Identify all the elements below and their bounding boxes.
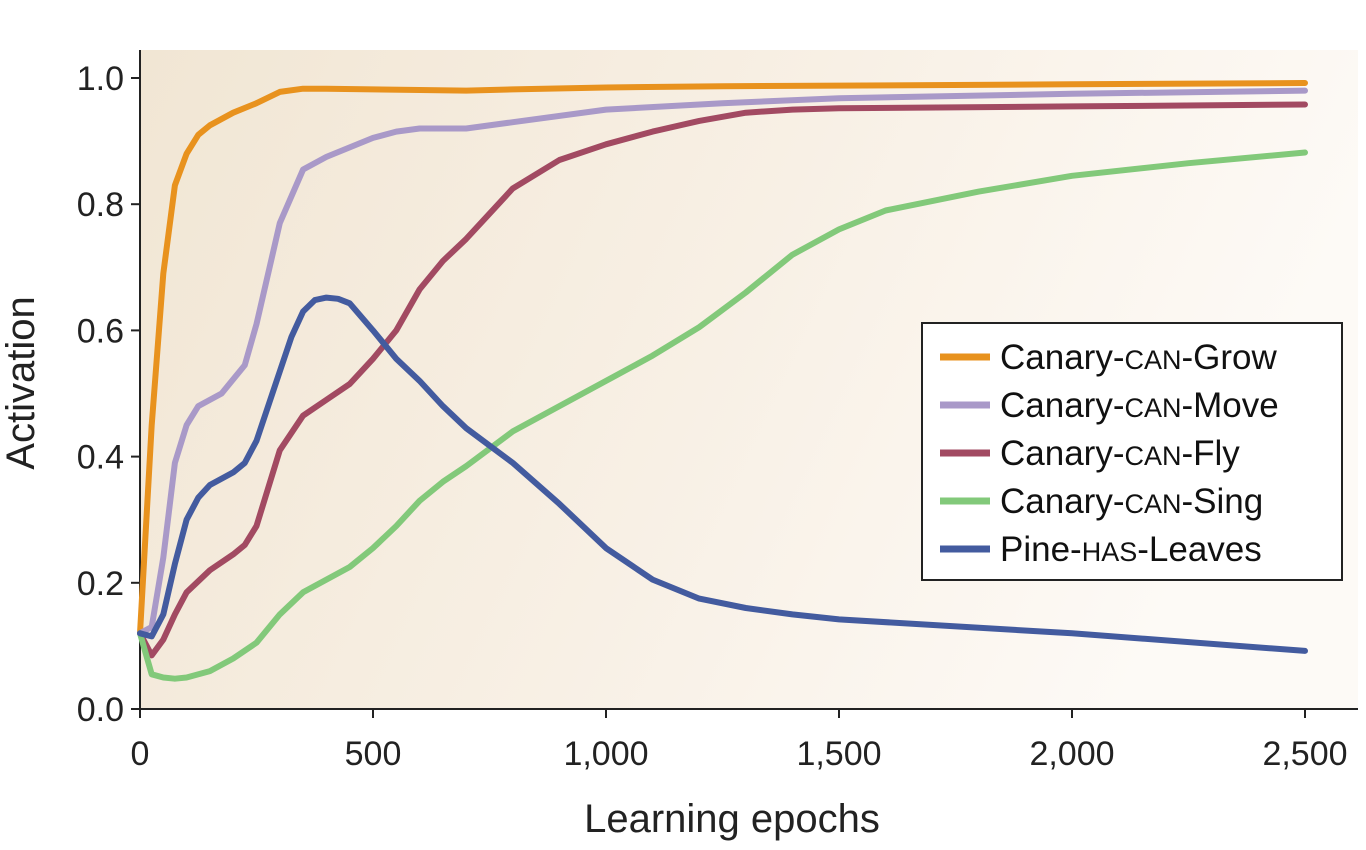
y-tick-label: 0.2 (77, 565, 124, 603)
x-tick-label: 500 (345, 735, 402, 773)
y-tick-label: 0.6 (77, 312, 124, 350)
x-axis-title: Learning epochs (584, 797, 880, 841)
legend: Canary-CAN-Grow Canary-CAN-Move Canary-CAN… (921, 322, 1343, 581)
series-line-canary-can-grow (137, 80, 1308, 637)
y-tick-label: 0.8 (77, 186, 124, 224)
y-tick-label: 0.0 (77, 691, 124, 729)
series-line-canary-can-move (137, 87, 1308, 637)
legend-label: Canary-CAN-Sing (1000, 482, 1263, 521)
legend-label: Canary-CAN-Fly (1000, 434, 1240, 473)
legend-label: Canary-CAN-Move (1000, 386, 1279, 425)
y-axis-title: Activation (0, 296, 43, 469)
x-tick-label: 2,000 (1029, 735, 1114, 773)
series-line-canary-can-fly (137, 101, 1308, 659)
x-tick-label: 1,000 (563, 735, 648, 773)
series-lines (137, 80, 1308, 682)
legend-box (921, 322, 1343, 581)
series-line-pine-has-leaves (137, 294, 1308, 654)
x-tick-label: 2,500 (1262, 735, 1347, 773)
series-line-canary-can-sing (137, 149, 1308, 682)
y-tick-label: 0.4 (77, 439, 124, 477)
axes: 0.0 0.2 0.4 0.6 0.8 1.0 0 500 1,000 1,500 2,000 2,5… (77, 50, 1358, 773)
y-tick-label: 1.0 (77, 60, 124, 98)
x-tick-label: 0 (131, 735, 150, 773)
x-tick-label: 1,500 (796, 735, 881, 773)
legend-label: Pine-HAS-Leaves (1000, 530, 1262, 569)
legend-label: Canary-CAN-Grow (1000, 338, 1278, 377)
